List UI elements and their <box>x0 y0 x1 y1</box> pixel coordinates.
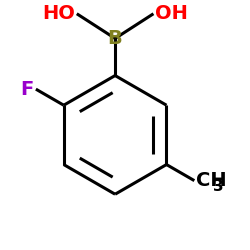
Text: 3: 3 <box>213 178 224 194</box>
Text: B: B <box>108 29 122 48</box>
Text: F: F <box>20 80 34 99</box>
Text: HO: HO <box>43 4 76 23</box>
Text: OH: OH <box>155 4 188 23</box>
Text: CH: CH <box>196 171 226 190</box>
